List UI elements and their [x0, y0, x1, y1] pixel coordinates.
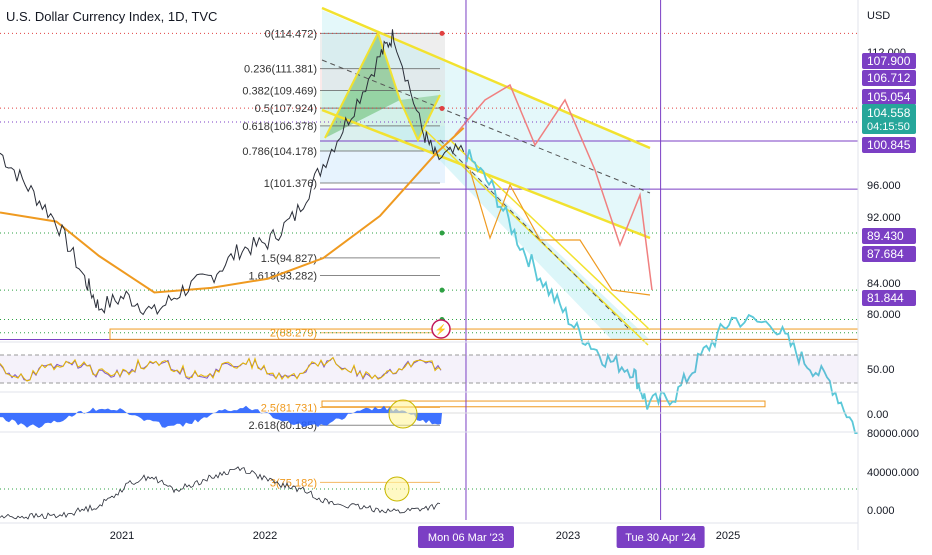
price-tag-label-6: 87.684 [867, 247, 904, 261]
y-axis-label-2: 92.000 [867, 212, 901, 224]
lightning-glyph: ⚡ [435, 323, 447, 336]
channel-upper [321, 6, 651, 150]
price-tag-label-2: 105.054 [867, 90, 911, 104]
price-tag-bg-4 [862, 137, 916, 153]
marker-tag-label-0: Mon 06 Mar '23 [428, 532, 504, 544]
price-tag-bg-6 [862, 246, 916, 262]
fib-label-3: 0.5(107.924) [255, 103, 317, 115]
price-tag-label-3: 104.558 [867, 106, 911, 120]
marker-tag-label-1: Tue 30 Apr '24 [625, 532, 696, 544]
pattern-triangle-left [325, 33, 400, 138]
forecast-zigzag [454, 83, 653, 291]
x-axis-label-2: 2023 [556, 530, 580, 542]
price-line-history [0, 29, 465, 316]
price-tag-bg-7 [862, 290, 916, 306]
fib-label-0: 0(114.472) [265, 28, 317, 40]
price-tag-bg-0 [862, 53, 916, 69]
level-dot-0 [439, 30, 445, 36]
marker-tag-bg-1 [616, 526, 705, 548]
fib-label-6: 1(101.376) [264, 178, 317, 190]
price-line-projection [465, 149, 859, 435]
price-tag-sub-3: 04:15:50 [867, 121, 910, 133]
osc-area [0, 405, 442, 429]
forecast-orange [469, 169, 651, 296]
fib-label-7: 1.5(94.827) [261, 253, 317, 265]
currency-label: USD [867, 10, 890, 22]
channel-mid [321, 59, 651, 194]
price-tag-label-5: 89.430 [867, 229, 904, 243]
vol-line [0, 466, 441, 520]
y-axis-label-4: 80.000 [867, 309, 901, 321]
price-tag-bg-1 [862, 70, 916, 86]
orange-box-89 [109, 328, 859, 340]
marker-tag-bg-0 [417, 526, 514, 548]
fib-label-10: 2.5(81.731) [261, 403, 317, 415]
level-dot-3 [439, 287, 445, 293]
price-tag-bg-3 [862, 104, 916, 134]
rsi-band [0, 355, 858, 383]
fib-label-1: 0.236(111.381) [244, 64, 317, 76]
fib-label-4: 0.618(106.378) [242, 121, 317, 133]
orange-box-81 [321, 400, 766, 408]
channel-fill [322, 10, 650, 238]
desc-channel-left [424, 129, 649, 346]
vol-axis-label-1: 40000.000 [867, 467, 919, 479]
x-axis-label-4: 2025 [716, 530, 740, 542]
fib-zone-4 [320, 150, 445, 184]
level-dot-2 [439, 230, 445, 236]
rsi-signal-line [0, 356, 442, 382]
osc-highlight [388, 399, 418, 429]
price-tag-label-0: 107.900 [867, 54, 911, 68]
level-dot-1 [439, 105, 445, 111]
y-axis-label-1: 96.000 [867, 180, 901, 192]
vol-axis-label-2: 0.000 [867, 505, 895, 517]
fib-label-12: 3(75.182) [270, 477, 317, 489]
price-tag-label-7: 81.844 [867, 291, 904, 305]
vol-axis-label-0: 80000.000 [867, 428, 919, 440]
price-tag-bg-5 [862, 228, 916, 244]
moving-average-line [0, 127, 465, 294]
x-axis-label-1: 2022 [253, 530, 277, 542]
price-tag-bg-2 [862, 89, 916, 105]
y-axis-label-3: 84.000 [867, 278, 901, 290]
chart-title: U.S. Dollar Currency Index, 1D, TVC [6, 9, 218, 24]
vol-highlight [384, 476, 410, 502]
fib-label-2: 0.382(109.469) [242, 86, 317, 98]
lightning-icon [431, 319, 451, 339]
price-tag-label-4: 100.845 [867, 138, 911, 152]
x-axis-label-0: 2021 [110, 530, 134, 542]
pattern-outline [324, 30, 441, 143]
fib-label-9: 2(88.279) [270, 328, 317, 340]
rsi-axis-label: 50.00 [867, 364, 895, 376]
price-tag-label-1: 106.712 [867, 71, 911, 85]
osc-axis-label: 0.00 [867, 409, 888, 421]
fib-label-5: 0.786(104.178) [242, 146, 317, 158]
